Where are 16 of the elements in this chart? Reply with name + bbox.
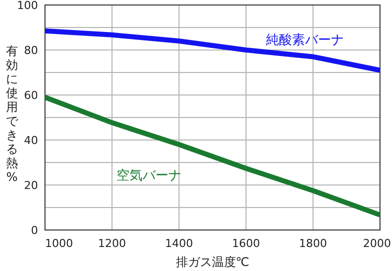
series-label: 空気バーナ <box>116 168 182 184</box>
y-tick-label: 80 <box>24 44 38 57</box>
y-tick-label: 0 <box>31 224 38 237</box>
y-tick-label: 20 <box>24 179 38 192</box>
y-tick-label: 40 <box>24 134 38 147</box>
y-tick-label: 100 <box>17 0 38 12</box>
text: 有効に使用できる熱% <box>6 44 18 184</box>
x-tick-label: 1400 <box>165 237 193 250</box>
x-tick-label: 1200 <box>98 237 126 250</box>
x-tick-label: 1800 <box>299 237 327 250</box>
y-tick-label: 60 <box>24 89 38 102</box>
x-tick-label: 1600 <box>232 237 260 250</box>
x-axis-title: 排ガス温度℃ <box>176 255 250 269</box>
x-tick-label: 2000 <box>363 237 391 250</box>
x-tick-label: 1000 <box>45 237 73 250</box>
series-label: 純酸素バーナ <box>266 32 344 48</box>
